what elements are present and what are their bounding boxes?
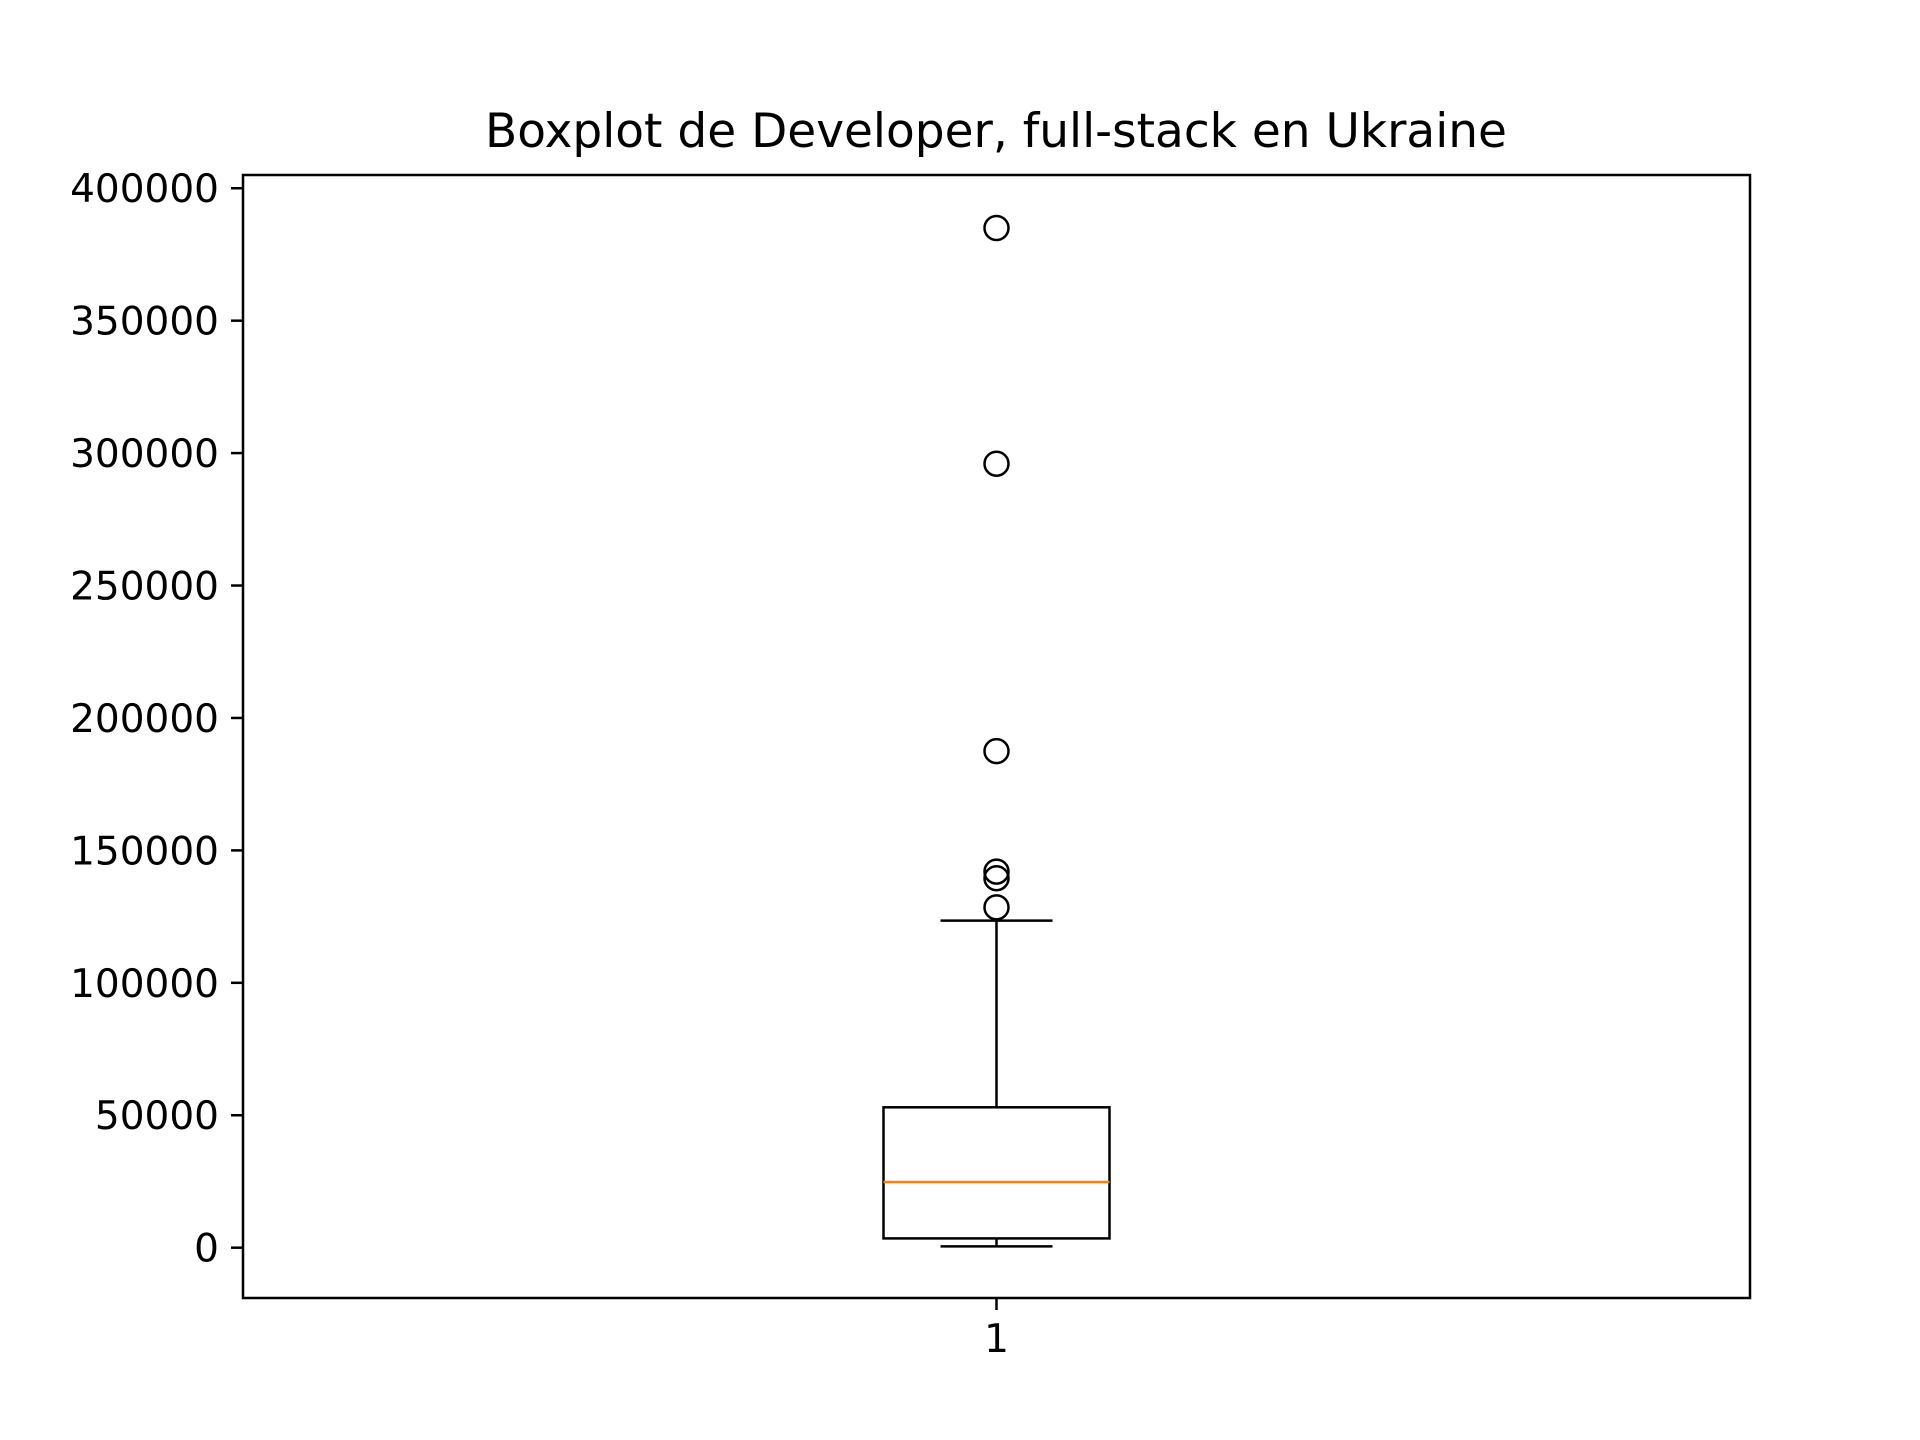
y-axis: 0 50000 100000 150000 200000 250000 300000 3500… bbox=[70, 167, 243, 1272]
outlier-point bbox=[983, 450, 1010, 477]
y-tick-label: 350000 bbox=[70, 300, 219, 345]
plot-frame bbox=[241, 173, 1752, 1300]
y-tick-label: 150000 bbox=[70, 829, 219, 874]
outlier-point bbox=[983, 214, 1010, 242]
y-tick-label: 100000 bbox=[70, 962, 219, 1007]
outlier-point bbox=[983, 858, 1010, 885]
outlier-point bbox=[983, 864, 1010, 892]
outlier-point bbox=[983, 737, 1010, 765]
y-tick-label: 200000 bbox=[70, 697, 219, 742]
box-group bbox=[882, 214, 1111, 1248]
y-tick-label: 250000 bbox=[70, 565, 219, 610]
y-tick-label: 50000 bbox=[95, 1094, 219, 1139]
iqr-box bbox=[882, 1106, 1111, 1240]
chart-title: Boxplot de Developer, full-stack en Ukra… bbox=[485, 104, 1507, 159]
y-tick-label: 400000 bbox=[70, 167, 219, 212]
y-tick-label: 0 bbox=[194, 1227, 219, 1272]
x-axis: 1 bbox=[984, 1298, 1009, 1362]
box-series bbox=[882, 214, 1111, 1248]
y-tick-label: 300000 bbox=[70, 432, 219, 477]
x-tick-label: 1 bbox=[984, 1317, 1009, 1362]
outlier-point bbox=[983, 894, 1010, 921]
